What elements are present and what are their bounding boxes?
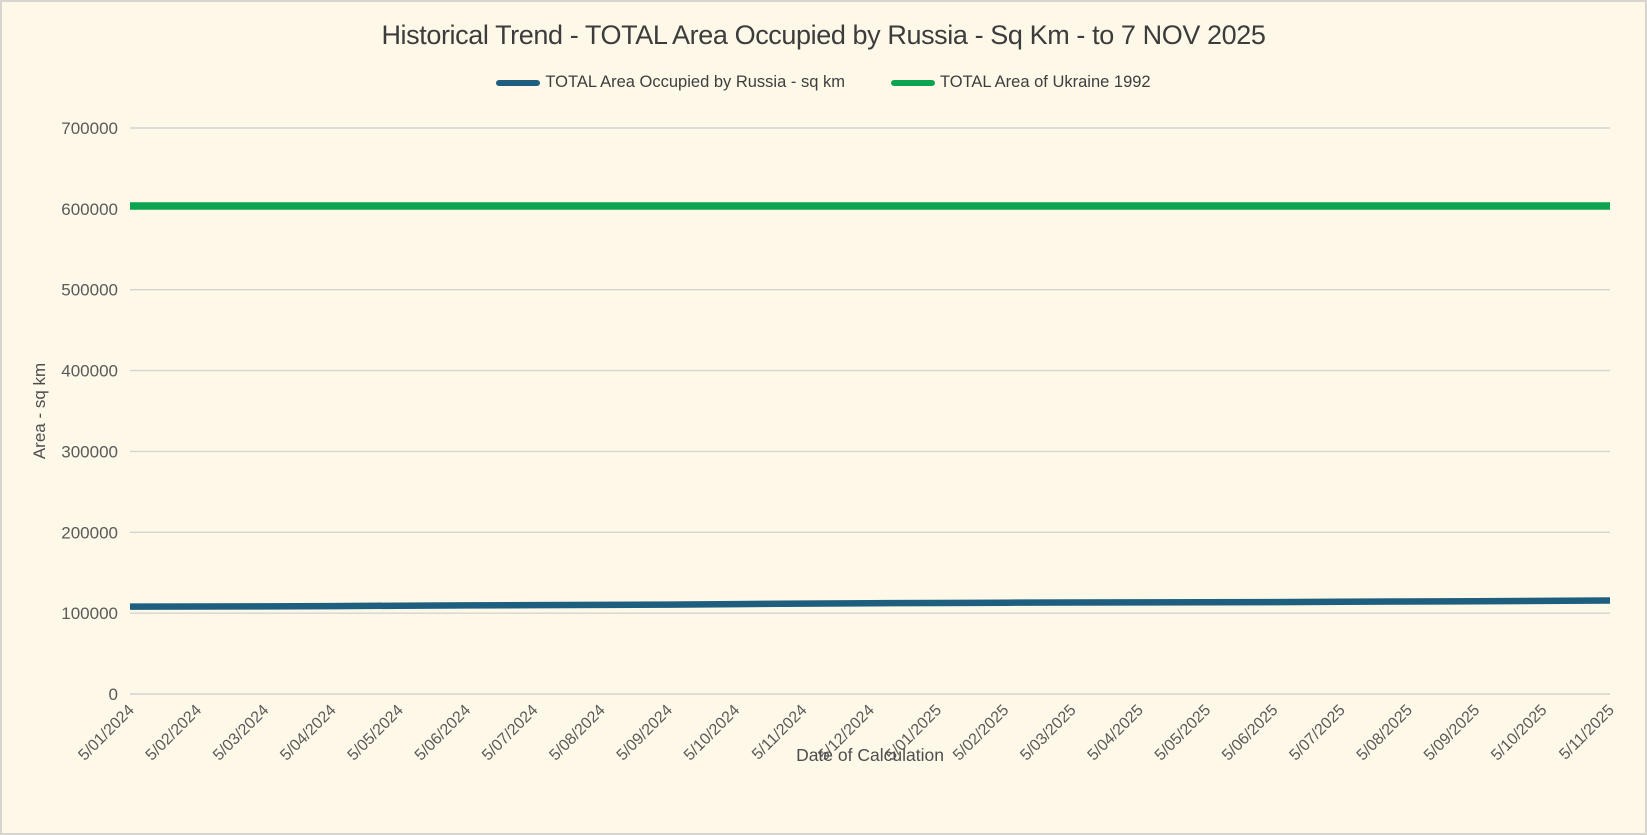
x-tick-label: 5/04/2024: [277, 702, 339, 764]
x-tick-label: 5/03/2025: [1017, 702, 1079, 764]
x-tick-label: 5/05/2024: [345, 702, 407, 764]
legend-item-label: TOTAL Area of Ukraine 1992: [939, 73, 1151, 91]
legend: TOTAL Area Occupied by Russia - sq km TOT…: [2, 73, 1645, 92]
x-tick-label: 5/01/2024: [75, 702, 137, 764]
x-tick-label: 5/02/2024: [143, 702, 205, 764]
legend-item-1: TOTAL Area of Ukraine 1992: [890, 73, 1151, 92]
x-tick-label: 5/09/2025: [1421, 702, 1483, 764]
x-tick-label: 5/05/2025: [1152, 702, 1214, 764]
x-tick-label: 5/09/2024: [614, 702, 676, 764]
x-tick-label: 5/06/2024: [412, 702, 474, 764]
x-tick-label: 5/10/2024: [681, 702, 743, 764]
x-tick-label: 5/11/2025: [1556, 702, 1618, 764]
series-line-0: [129, 597, 1611, 610]
x-tick-label: 5/07/2024: [479, 702, 541, 764]
y-axis-title: Area - sq km: [30, 362, 49, 460]
y-tick-label: 0: [109, 685, 118, 704]
x-tick-label: 5/08/2025: [1354, 702, 1416, 764]
y-tick-label: 600000: [61, 200, 118, 219]
x-tick-label: 5/07/2025: [1286, 702, 1348, 764]
legend-item-0: TOTAL Area Occupied by Russia - sq km: [496, 73, 845, 92]
y-tick-label: 200000: [61, 523, 118, 542]
x-axis-title: Date of Calculation: [796, 745, 944, 765]
chart-title: Historical Trend - TOTAL Area Occupied b…: [381, 20, 1266, 50]
x-tick-label: 5/04/2025: [1085, 702, 1147, 764]
x-tick-label: 5/03/2024: [210, 702, 272, 764]
x-tick-label: 5/08/2024: [546, 702, 608, 764]
legend-item-label: TOTAL Area Occupied by Russia - sq km: [545, 73, 845, 91]
y-tick-label: 500000: [61, 281, 118, 300]
x-tick-label: 5/10/2025: [1488, 702, 1550, 764]
legend-swatch-icon: [890, 79, 935, 86]
y-tick-label: 300000: [61, 442, 118, 461]
y-tick-label: 100000: [61, 604, 118, 623]
x-tick-label: 5/02/2025: [950, 702, 1012, 764]
y-tick-label: 400000: [61, 362, 118, 381]
y-tick-label: 700000: [61, 119, 118, 138]
legend-swatch-icon: [496, 79, 541, 86]
x-tick-label: 5/06/2025: [1219, 702, 1281, 764]
